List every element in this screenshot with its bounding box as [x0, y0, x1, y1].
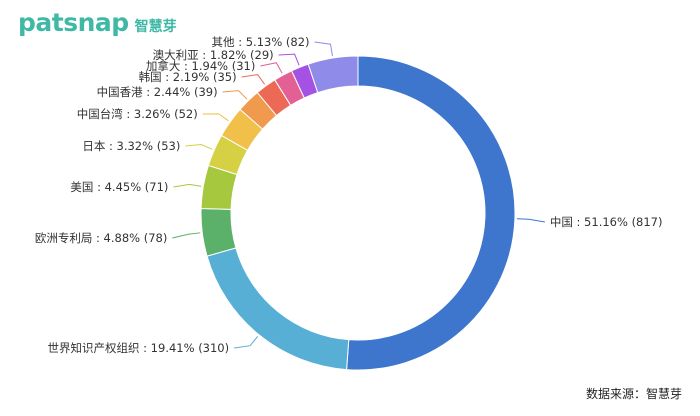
leader-line-group	[172, 41, 545, 349]
leader-line-korea	[241, 74, 266, 85]
slice-group	[200, 55, 516, 371]
leader-line-other	[314, 41, 333, 57]
leader-line-epo	[172, 232, 201, 239]
brand-chinese-name: 智慧芽	[134, 19, 177, 35]
brand-wordmark: patsnap	[18, 8, 129, 37]
data-label-hongkong: 中国香港 : 2.44% (39)	[97, 85, 218, 99]
leader-line-hongkong	[222, 90, 248, 100]
data-label-epo: 欧洲专利局 : 4.88% (78)	[35, 231, 167, 245]
data-label-group: 中国 : 51.16% (817) 世界知识产权组织 : 19.41% (310)…	[35, 35, 663, 355]
leader-line-usa	[173, 183, 202, 188]
data-label-usa: 美国 : 4.45% (71)	[70, 180, 168, 194]
data-label-japan: 日本 : 3.32% (53)	[82, 139, 180, 153]
leader-line-japan	[185, 143, 213, 150]
data-label-australia: 澳大利亚 : 1.82% (29)	[153, 48, 274, 62]
slice-china	[346, 55, 516, 371]
slice-epo	[200, 208, 237, 257]
leader-line-china	[516, 218, 545, 223]
leader-line-taiwan	[202, 113, 229, 122]
data-label-wipo: 世界知识产权组织 : 19.41% (310)	[48, 341, 230, 355]
slice-other	[307, 55, 359, 94]
source-note: 数据来源：智慧芽	[585, 387, 682, 401]
data-label-other: 其他 : 5.13% (82)	[212, 35, 310, 49]
data-label-canada: 加拿大 : 1.94% (31)	[146, 59, 255, 73]
brand-logo: patsnap 智慧芽	[18, 8, 177, 37]
leader-line-canada	[260, 62, 283, 74]
leader-line-australia	[278, 53, 300, 66]
data-label-china: 中国 : 51.16% (817)	[550, 215, 663, 229]
leader-line-wipo	[234, 336, 259, 349]
data-label-korea: 韩国 : 2.19% (35)	[139, 70, 237, 84]
data-label-taiwan: 中国台湾 : 3.26% (52)	[77, 107, 198, 121]
